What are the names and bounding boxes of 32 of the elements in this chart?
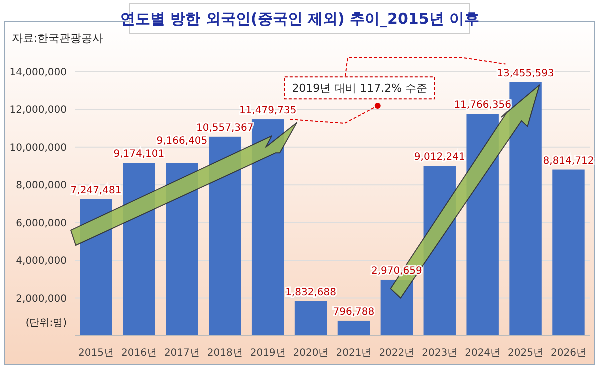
y-tick-label: 2,000,000 [16,294,67,305]
y-tick-label: 10,000,000 [10,142,67,154]
y-tick-label: 12,000,000 [10,105,67,116]
x-tick-label: 2018년 [207,348,243,359]
x-tick-label: 2015년 [78,348,114,359]
chart-title: 연도별 방한 외국인(중국인 제외) 추이_2015년 이후 [120,10,480,28]
data-label: 11,479,735 [239,106,297,117]
y-tick-label: 6,000,000 [16,218,67,230]
x-tick-label: 2023년 [422,348,458,359]
data-label: 7,247,481 [70,185,122,196]
x-tick-label: 2025년 [508,348,544,359]
x-tick-label: 2020년 [293,348,329,359]
x-tick-label: 2017년 [164,348,200,359]
annotation: 2019년 대비 117.2% 수준 [292,82,428,95]
text: 자료:한국관광공사 [12,32,104,45]
data-label: 9,166,405 [156,136,208,148]
x-tick-label: 2019년 [250,348,286,359]
data-label: 9,174,101 [114,149,165,160]
y-tick-label: 8,000,000 [16,180,67,192]
x-tick-label: 2021년 [336,348,372,359]
data-label: 8,814,712 [543,156,594,167]
y-tick-label: 14,000,000 [10,68,67,78]
data-label: 9,012,241 [414,152,466,164]
y-tick-label: 4,000,000 [16,256,67,268]
data-label: 1,832,688 [286,287,336,298]
x-tick-label: 2026년 [551,348,586,359]
x-tick-label: 2024년 [465,348,501,359]
data-label: 796,788 [333,306,375,318]
data-label: 13,455,593 [497,68,554,80]
text: (단위:명) [26,318,68,329]
x-tick-label: 2022년 [379,348,415,359]
x-tick-label: 2016년 [121,348,157,359]
